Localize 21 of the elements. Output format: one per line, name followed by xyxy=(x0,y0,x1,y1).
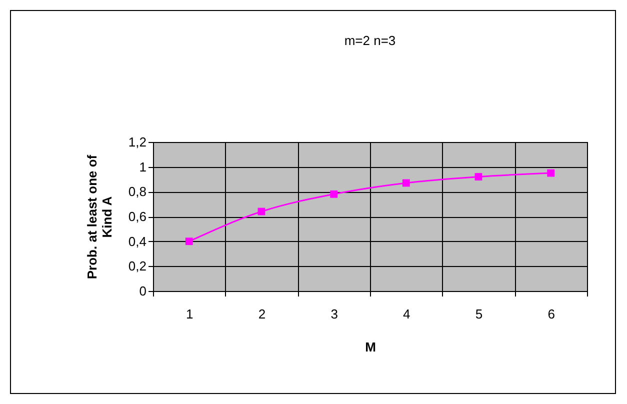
y-tick-label: 0,2 xyxy=(128,258,146,274)
x-tick-label: 5 xyxy=(475,306,483,322)
y-tick-label: 1 xyxy=(139,159,146,174)
x-tick-label: 4 xyxy=(403,306,410,322)
point xyxy=(330,190,338,198)
chart-title: m=2 n=3 xyxy=(344,33,396,48)
y-tick-label: 0,8 xyxy=(128,184,146,200)
x-tick-label: 3 xyxy=(330,306,338,322)
x-axis-title: M xyxy=(365,340,376,354)
point xyxy=(185,238,193,246)
y-tick-label: 1,2 xyxy=(128,134,146,150)
x-tick-label: 2 xyxy=(258,306,266,322)
point xyxy=(402,179,410,187)
y-axis-title: Prob. at least one of Kind A xyxy=(84,154,114,280)
point xyxy=(474,173,482,180)
y-tick-label: 0,4 xyxy=(128,234,146,249)
point xyxy=(547,169,555,177)
x-tick-label: 6 xyxy=(548,306,555,322)
y-tick-label: 0,6 xyxy=(128,209,146,224)
x-tick-label: 1 xyxy=(186,306,194,322)
y-tick-label: 0 xyxy=(139,284,146,298)
